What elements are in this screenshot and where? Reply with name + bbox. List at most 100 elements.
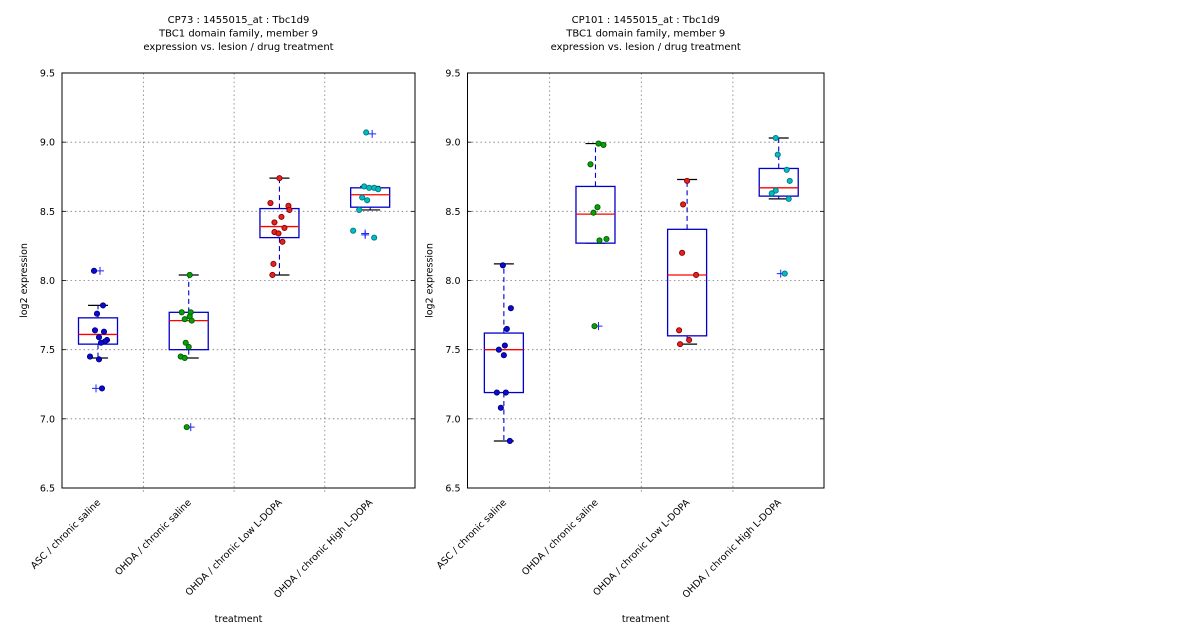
iqr-box bbox=[350, 187, 391, 208]
y-tick-label: 9.0 bbox=[445, 138, 460, 149]
y-tick-label: 9.5 bbox=[445, 69, 460, 80]
data-point bbox=[361, 183, 368, 190]
data-point bbox=[181, 354, 188, 362]
iqr-box bbox=[666, 228, 708, 337]
data-point bbox=[596, 237, 603, 244]
data-point bbox=[591, 323, 598, 330]
x-tick-label: OHDA / chronic High L-DOPA bbox=[681, 497, 785, 601]
data-point bbox=[183, 424, 190, 431]
data-point bbox=[97, 339, 105, 346]
data-point bbox=[500, 352, 507, 359]
data-point bbox=[286, 206, 293, 213]
data-point bbox=[178, 309, 185, 316]
data-point bbox=[783, 166, 790, 173]
data-point bbox=[497, 404, 504, 411]
data-point bbox=[785, 195, 792, 202]
box-group-2 bbox=[168, 271, 209, 432]
data-point bbox=[502, 389, 509, 396]
y-tick-label: 7.0 bbox=[40, 414, 55, 425]
box-group-1 bbox=[483, 262, 525, 445]
data-point bbox=[499, 262, 506, 269]
x-tick-label: OHDA / chronic High L-DOPA bbox=[272, 497, 376, 601]
y-tick-label: 7.5 bbox=[40, 345, 55, 356]
plot-cp73: 6.5 7.0 7.5 8.0 8.5 9.0 9.5 ASC / chronic salin… bbox=[19, 15, 416, 625]
data-point bbox=[363, 129, 370, 136]
data-point bbox=[278, 213, 285, 220]
data-point bbox=[600, 141, 607, 148]
y-tick-label: 7.5 bbox=[445, 345, 460, 356]
data-point bbox=[279, 238, 286, 245]
data-point bbox=[181, 316, 188, 323]
plot-title-line: TBC1 domain family, member 9 bbox=[158, 29, 318, 40]
data-point bbox=[186, 271, 193, 279]
iqr-box bbox=[77, 317, 119, 345]
plot-title-line: expression vs. lesion / drug treatment bbox=[143, 42, 333, 53]
data-point bbox=[503, 325, 510, 332]
flier-cross bbox=[368, 129, 377, 138]
x-tick-label: ASC / chronic saline bbox=[29, 497, 103, 571]
x-tick-label: OHDA / chronic Low L-DOPA bbox=[591, 497, 692, 598]
flier-cross bbox=[361, 230, 370, 239]
data-point bbox=[507, 305, 514, 312]
iqr-box bbox=[259, 207, 300, 239]
x-tick-label: OHDA / chronic saline bbox=[520, 497, 601, 578]
y-axis-label: log2 expression bbox=[19, 243, 30, 318]
data-point bbox=[91, 327, 99, 334]
axes-frame bbox=[467, 72, 825, 489]
data-point bbox=[350, 227, 357, 234]
y-tick-label: 7.0 bbox=[445, 414, 460, 425]
plot-title-line: CP73 : 1455015_at : Tbc1d9 bbox=[168, 15, 310, 26]
iqr-box bbox=[758, 167, 799, 197]
data-point bbox=[93, 310, 101, 317]
data-point bbox=[269, 271, 276, 279]
data-point bbox=[100, 328, 108, 335]
data-point bbox=[95, 334, 103, 341]
plot-title-line: TBC1 domain family, member 9 bbox=[565, 29, 725, 40]
data-point bbox=[270, 260, 277, 267]
y-tick-label: 8.0 bbox=[40, 276, 55, 287]
y-tick-label: 9.0 bbox=[40, 138, 55, 149]
data-point bbox=[781, 270, 788, 277]
y-axis-label: log2 expression bbox=[425, 243, 436, 318]
data-point bbox=[271, 219, 278, 226]
y-tick-label: 8.0 bbox=[445, 276, 460, 287]
data-point bbox=[99, 302, 107, 309]
x-axis-label: treatment bbox=[215, 614, 263, 625]
iqr-box bbox=[483, 332, 525, 394]
data-point bbox=[281, 224, 288, 231]
data-point bbox=[786, 177, 793, 184]
data-point bbox=[772, 187, 779, 194]
box-group-3 bbox=[259, 175, 300, 279]
data-point bbox=[366, 184, 373, 191]
data-point bbox=[493, 389, 500, 396]
y-tick-label: 9.5 bbox=[40, 69, 55, 80]
plot-title-line: CP101 : 1455015_at : Tbc1d9 bbox=[572, 15, 720, 26]
data-point bbox=[185, 343, 192, 350]
data-point bbox=[506, 437, 513, 445]
x-tick-label: ASC / chronic saline bbox=[435, 497, 509, 571]
iqr-box bbox=[575, 185, 616, 244]
data-point bbox=[677, 341, 684, 348]
data-point bbox=[774, 151, 781, 158]
data-point bbox=[501, 342, 508, 349]
data-point bbox=[594, 204, 601, 211]
data-point bbox=[371, 234, 378, 241]
box-group-2 bbox=[575, 140, 616, 331]
data-point bbox=[98, 385, 106, 392]
data-point bbox=[375, 186, 382, 193]
y-tick-label: 8.5 bbox=[40, 207, 55, 218]
flier-cross bbox=[96, 266, 105, 275]
y-tick-label: 8.5 bbox=[445, 207, 460, 218]
data-point bbox=[684, 177, 691, 184]
data-point bbox=[595, 140, 602, 147]
flier-cross bbox=[92, 384, 101, 393]
data-point bbox=[679, 249, 686, 256]
box-group-4 bbox=[350, 129, 391, 241]
data-point bbox=[693, 271, 700, 279]
box-group-4 bbox=[758, 134, 799, 278]
box-group-3 bbox=[666, 177, 708, 348]
data-point bbox=[275, 230, 282, 237]
data-point bbox=[356, 206, 363, 213]
